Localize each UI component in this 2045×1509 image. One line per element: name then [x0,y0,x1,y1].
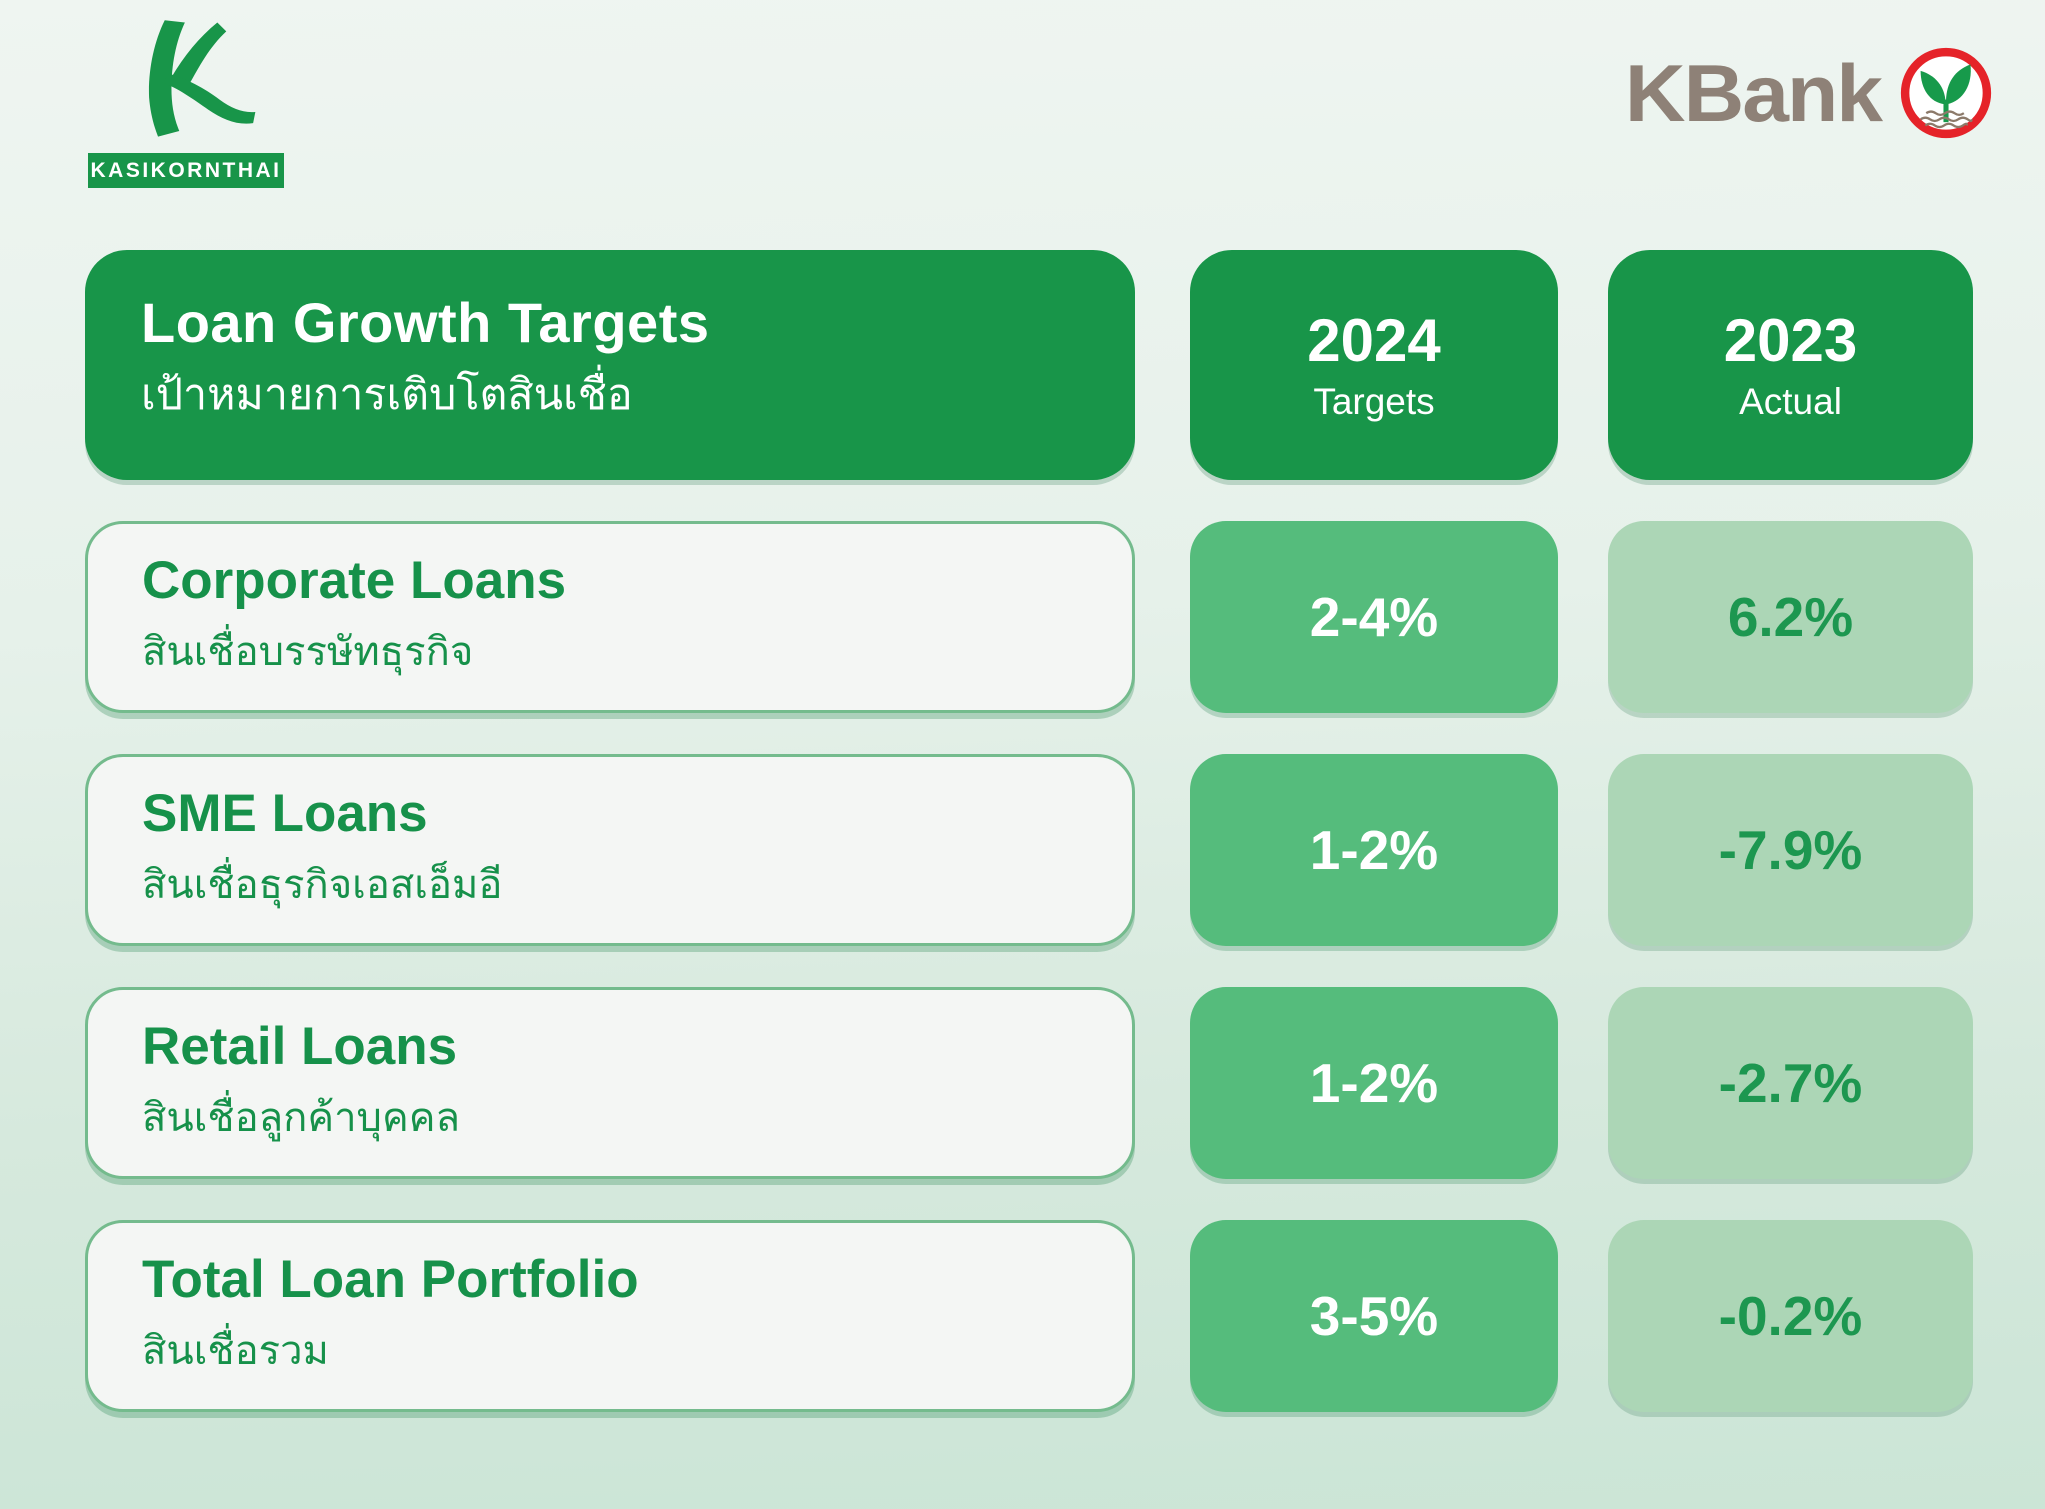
row-label-total-loan-portfolio: Total Loan Portfolio สินเชื่อรวม [85,1220,1135,1412]
targets-sublabel: Targets [1313,380,1435,422]
kbank-sprout-icon [1900,47,1992,139]
k-brush-icon [148,20,256,137]
cell-retail-2024-target: 1-2% [1190,987,1558,1179]
row-title: Retail Loans [142,1017,458,1076]
row-label-retail-loans: Retail Loans สินเชื่อลูกค้าบุคคล [85,987,1135,1179]
year-2023-label: 2023 [1723,306,1858,374]
cell-corporate-2024-target: 2-4% [1190,521,1558,713]
actual-sublabel: Actual [1739,380,1842,422]
loan-growth-table: Loan Growth Targets เป้าหมายการเติบโตสิน… [85,250,1973,1412]
row-title: Total Loan Portfolio [142,1250,639,1309]
row-label-corporate-loans: Corporate Loans สินเชื่อบรรษัทธุรกิจ [85,521,1135,713]
cell-sme-2023-actual: -7.9% [1608,754,1973,946]
page-subtitle-th: เป้าหมายการเติบโตสินเชื่อ [141,370,633,419]
row-subtitle-th: สินเชื่อรวม [142,1329,329,1374]
column-header-2024: 2024 Targets [1190,250,1558,480]
row-subtitle-th: สินเชื่อลูกค้าบุคคล [142,1096,460,1141]
cell-sme-2024-target: 1-2% [1190,754,1558,946]
row-title: Corporate Loans [142,551,567,610]
table-title-box: Loan Growth Targets เป้าหมายการเติบโตสิน… [85,250,1135,480]
cell-total-2023-actual: -0.2% [1608,1220,1973,1412]
cell-total-2024-target: 3-5% [1190,1220,1558,1412]
row-label-sme-loans: SME Loans สินเชื่อธุรกิจเอสเอ็มอี [85,754,1135,946]
kbank-wordmark: KBank [1624,47,1883,139]
kbank-logo: KBank [1625,46,1993,140]
column-header-2023: 2023 Actual [1608,250,1973,480]
year-2024-label: 2024 [1307,306,1441,374]
row-title: SME Loans [142,784,428,843]
kasikornthai-wordmark: KASIKORNTHAI [88,153,284,188]
page-title: Loan Growth Targets [141,291,710,354]
cell-retail-2023-actual: -2.7% [1608,987,1973,1179]
row-subtitle-th: สินเชื่อธุรกิจเอสเอ็มอี [142,863,503,908]
cell-corporate-2023-actual: 6.2% [1608,521,1973,713]
kasikornthai-logo: KASIKORNTHAI [88,18,284,188]
row-subtitle-th: สินเชื่อบรรษัทธุรกิจ [142,630,474,675]
